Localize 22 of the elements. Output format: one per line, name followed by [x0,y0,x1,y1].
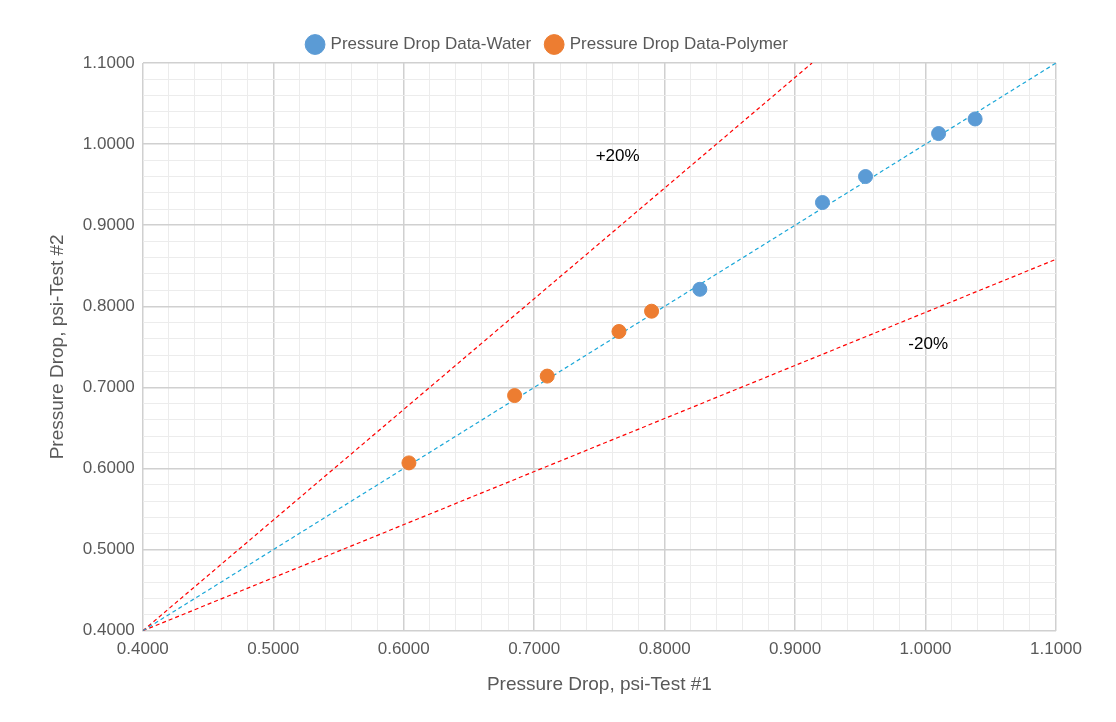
y-tick-label: 0.5000 [82,539,135,559]
x-tick-label: 1.0000 [899,638,952,658]
annotation: -20% [908,333,948,353]
x-tick-label: 0.4000 [116,638,169,658]
x-axis-title: Pressure Drop, psi-Test #1 [486,672,712,694]
x-tick-label: 1.1000 [1030,638,1082,658]
x-tick-label: 0.7000 [508,638,561,658]
y-tick-label: 0.4000 [82,620,135,640]
y-tick-label: 0.8000 [82,296,135,316]
x-tick-label: 0.8000 [638,638,691,658]
y-axis-title: Pressure Drop, psi-Test #2 [45,234,67,460]
legend-label: Pressure Drop Data-Water [330,34,532,54]
y-tick-label: 1.1000 [82,52,135,72]
y-tick-label: 0.6000 [82,458,135,478]
x-tick-label: 0.6000 [377,638,430,658]
x-tick-label: 0.5000 [247,638,300,658]
legend-label: Pressure Drop Data-Polymer [569,34,789,54]
annotation: +20% [595,146,640,166]
y-tick-label: 1.0000 [82,133,135,153]
y-tick-label: 0.9000 [82,214,135,234]
y-tick-label: 0.7000 [82,377,135,397]
x-tick-label: 0.9000 [769,638,822,658]
